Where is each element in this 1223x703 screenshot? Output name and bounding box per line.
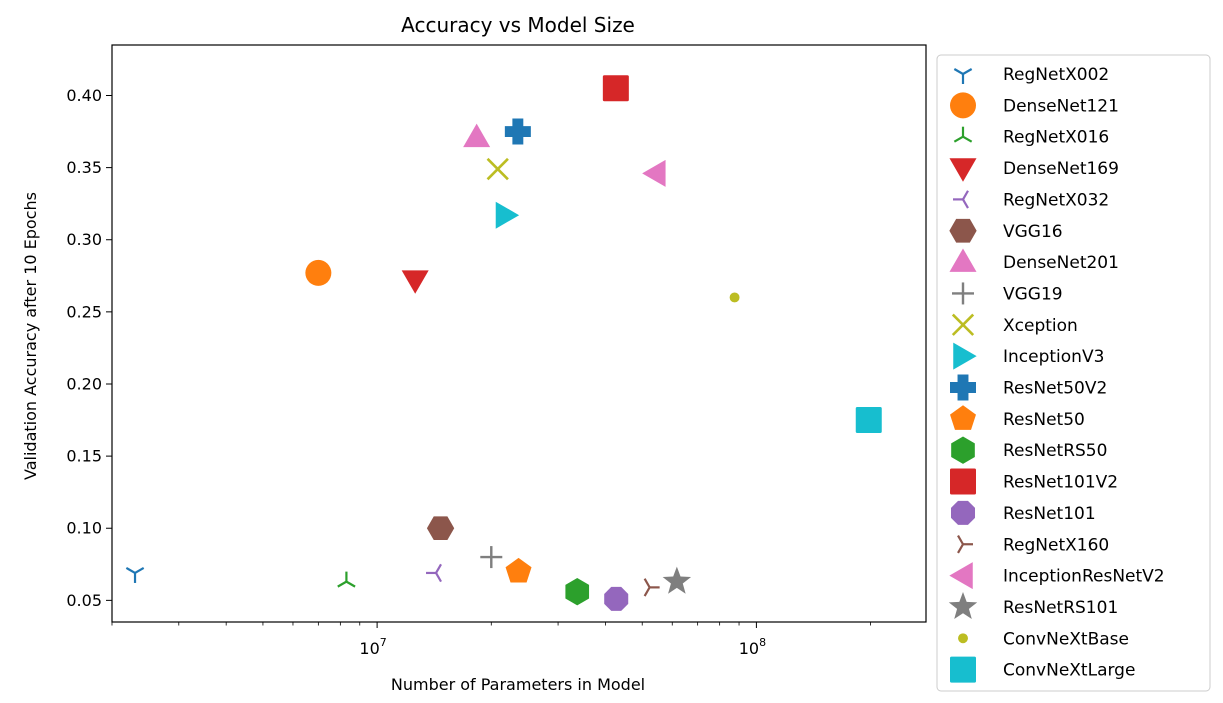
legend-entry: ConvNeXtBase (958, 629, 1129, 649)
y-tick-label: 0.30 (66, 230, 102, 249)
legend-label: RegNetX032 (1003, 190, 1109, 210)
legend-entry: ResNet101V2 (950, 468, 1118, 495)
y-tick-label: 0.25 (66, 302, 102, 321)
y-tick-label: 0.40 (66, 86, 102, 105)
legend-marker (950, 500, 976, 525)
legend-marker (949, 218, 977, 243)
legend-label: VGG16 (1003, 222, 1063, 242)
legend-entry: DenseNet169 (949, 158, 1119, 182)
legend-entry: DenseNet201 (949, 248, 1119, 273)
data-point-regnetx160 (643, 578, 660, 597)
legend-marker (950, 405, 976, 430)
y-tick-label: 0.10 (66, 519, 102, 538)
legend-entry: ResNetRS101 (948, 592, 1118, 620)
legend-marker (952, 282, 974, 305)
data-point-xception (486, 157, 509, 181)
legend-label: RegNetX160 (1003, 535, 1109, 555)
data-point-vgg19 (480, 546, 503, 569)
legend-label: ResNet50 (1003, 410, 1085, 430)
legend-entry: RegNetX002 (953, 65, 1109, 85)
legend-entry: DenseNet121 (950, 92, 1119, 119)
legend-marker (949, 248, 977, 272)
x-axis-label: Number of Parameters in Model (391, 675, 645, 694)
data-point-convnextbase (729, 292, 740, 303)
legend-label: ResNet50V2 (1003, 379, 1107, 399)
data-point-convnextlarge (855, 407, 882, 434)
legend-marker (950, 92, 976, 119)
data-point-regnetx002 (125, 567, 145, 583)
x-tick-label: 108 (739, 636, 766, 658)
legend-marker (953, 126, 973, 143)
data-point-inceptionv3 (495, 201, 520, 229)
legend-marker (958, 633, 968, 644)
data-point-resnet101 (604, 586, 629, 611)
y-tick-label: 0.35 (66, 158, 102, 177)
legend-label: Xception (1003, 316, 1078, 336)
legend-entry: ResNet101 (950, 500, 1096, 525)
data-point-resnetrs50 (565, 578, 590, 606)
data-point-vgg16 (426, 516, 455, 541)
legend-label: ResNetRS101 (1003, 598, 1118, 618)
legend-entry: InceptionV3 (953, 342, 1104, 370)
legend-entry: VGG16 (949, 218, 1063, 243)
data-point-densenet121 (305, 259, 332, 286)
legend-marker (953, 190, 969, 209)
plot-area: 0.05 0.10 0.15 0.20 0.25 0.30 0.35 0.40 107 108 (66, 44, 927, 658)
legend-marker (953, 68, 973, 84)
legend-label: ResNet101 (1003, 504, 1096, 524)
legend-label: DenseNet121 (1003, 96, 1119, 116)
legend-marker (949, 562, 973, 590)
legend-marker (948, 592, 978, 620)
legend-marker (950, 468, 976, 495)
data-point-regnetx032 (426, 563, 442, 583)
x-tick-label: 107 (359, 636, 386, 658)
legend-entry: ResNet50V2 (950, 374, 1107, 401)
legend-label: VGG19 (1003, 284, 1063, 304)
legend-label: InceptionResNetV2 (1003, 567, 1165, 587)
plot-frame (111, 44, 927, 623)
legend-entry: InceptionResNetV2 (949, 562, 1165, 590)
legend-marker (950, 374, 976, 401)
legend-marker (949, 158, 977, 182)
legend-marker (953, 342, 977, 370)
legend-label: RegNetX002 (1003, 65, 1109, 85)
legend-entry: Xception (951, 313, 1078, 336)
legend-entry: VGG19 (952, 282, 1063, 305)
legend-entry: ConvNeXtLarge (950, 656, 1135, 683)
legend-label: ConvNeXtBase (1003, 629, 1129, 649)
legend-label: InceptionV3 (1003, 347, 1104, 367)
legend-label: ResNetRS50 (1003, 441, 1107, 461)
legend-label: DenseNet169 (1003, 159, 1119, 179)
legend-marker (957, 535, 973, 554)
chart-title: Accuracy vs Model Size (401, 13, 635, 37)
data-point-regnetx016 (337, 571, 356, 588)
legend-entry: RegNetX160 (957, 535, 1109, 555)
legend-label: ResNet101V2 (1003, 473, 1118, 493)
legend-box (936, 54, 1211, 692)
legend-marker (951, 436, 975, 464)
data-point-resnet101v2 (602, 75, 629, 102)
y-tick-label: 0.05 (66, 591, 102, 610)
data-point-densenet169 (401, 270, 429, 294)
data-point-resnetrs101 (662, 566, 692, 594)
legend-label: RegNetX016 (1003, 128, 1109, 148)
y-tick-label: 0.15 (66, 447, 102, 466)
legend-entry: RegNetX016 (953, 126, 1109, 148)
legend-marker (951, 313, 975, 336)
legend: RegNetX002 DenseNet121 RegNetX016 DenseNet1… (936, 54, 1211, 692)
data-point-resnet50v2 (504, 118, 531, 145)
legend-label: ConvNeXtLarge (1003, 661, 1135, 681)
y-axis-label: Validation Accuracy after 10 Epochs (21, 192, 40, 480)
data-point-densenet201 (463, 123, 491, 148)
legend-entry: RegNetX032 (953, 190, 1109, 210)
legend-label: DenseNet201 (1003, 253, 1119, 273)
legend-entry: ResNet50 (950, 405, 1085, 430)
legend-marker (950, 656, 976, 683)
data-point-resnet50 (505, 557, 532, 583)
y-tick-label: 0.20 (66, 374, 102, 393)
legend-entry: ResNetRS50 (951, 436, 1107, 464)
data-point-inceptionresnetv2 (642, 159, 666, 187)
